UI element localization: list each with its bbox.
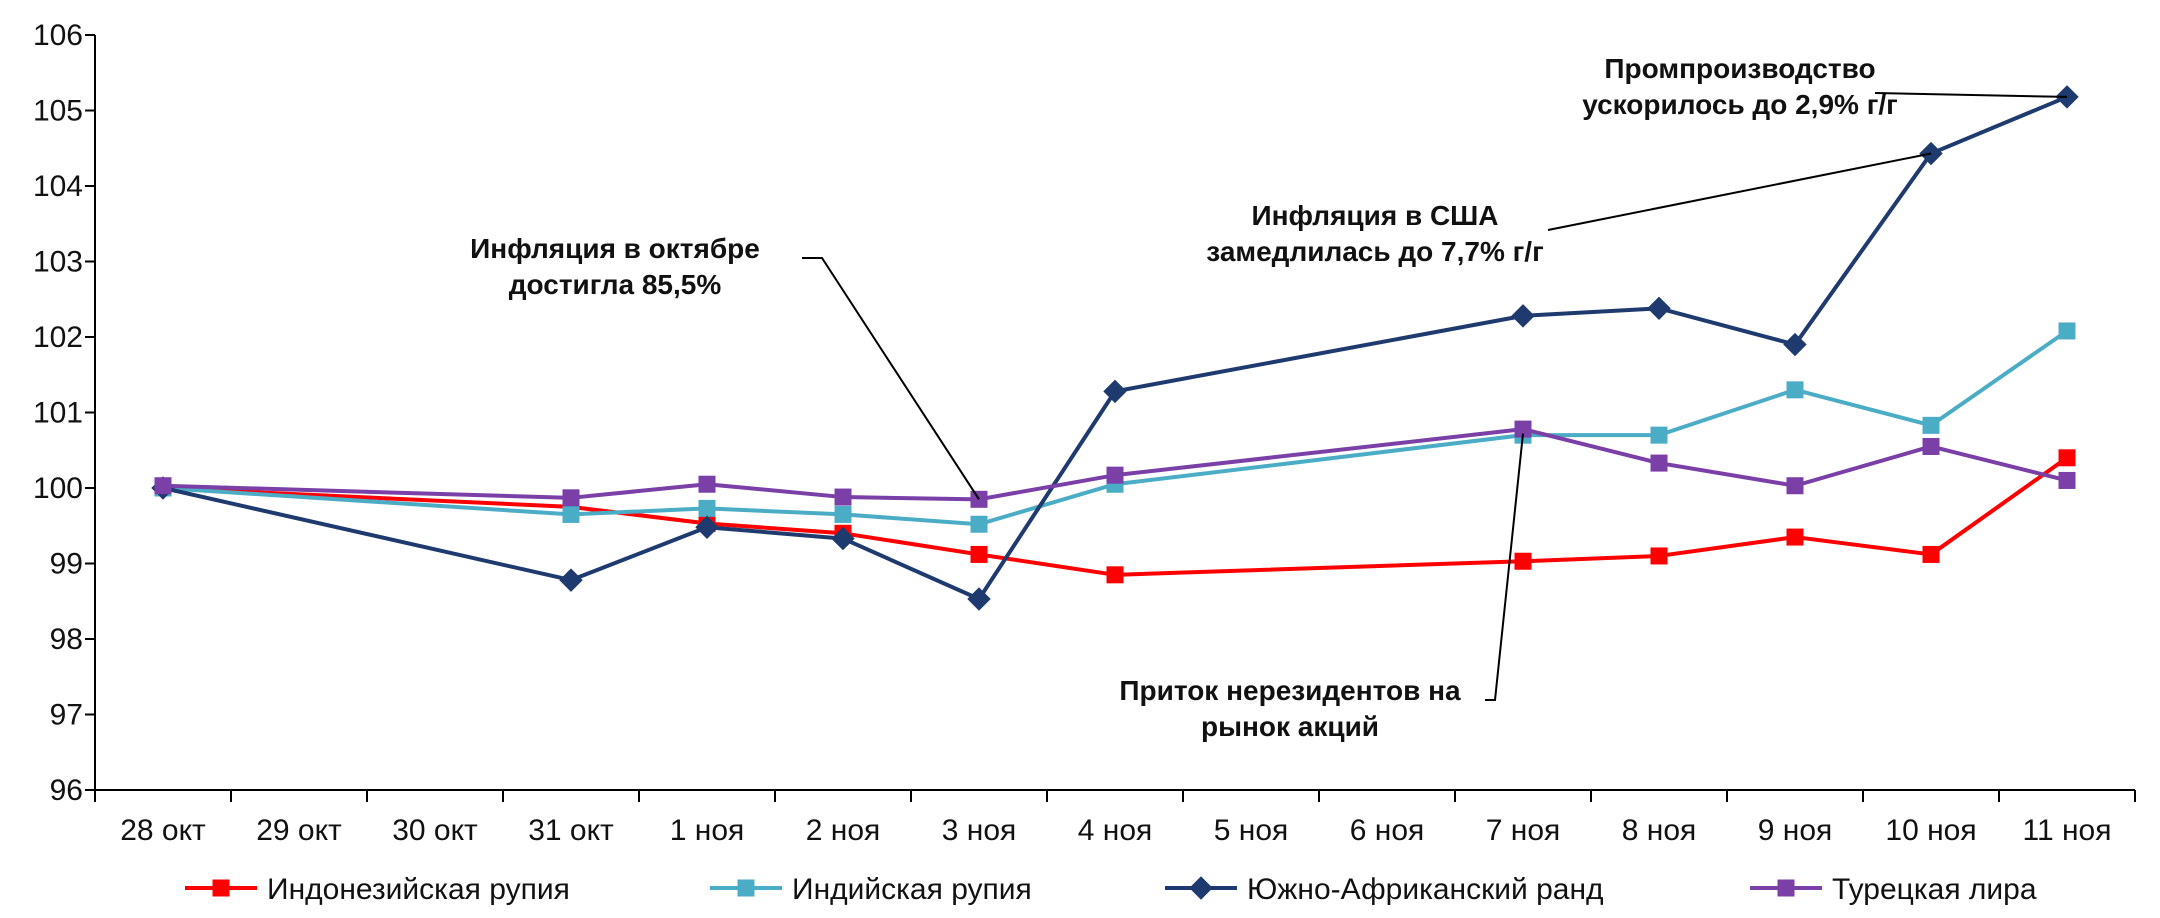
x-tick-label: 11 ноя [2023,814,2112,847]
annotation-text: рынок акций [1201,711,1379,742]
legend-item: Южно-Африканский ранд [1165,873,1604,906]
y-tick-label: 99 [50,548,83,581]
data-point [2058,471,2076,489]
legend-label: Индийская рупия [792,873,1032,906]
legend-marker [737,879,755,897]
y-tick-label: 98 [50,623,83,656]
data-point [2058,449,2076,467]
legend-item: Турецкая лира [1750,873,2037,906]
x-tick-label: 7 ноя [1486,814,1561,847]
data-point [834,505,852,523]
data-point [1514,552,1532,570]
data-point [1106,466,1124,484]
annotation: Инфляция в октябре достигла 85,5% [470,233,980,500]
y-tick-label: 96 [50,774,83,807]
annotation-leader [1485,433,1524,701]
data-point [698,499,716,517]
data-point [562,489,580,507]
annotation-leader [1874,92,2068,98]
annotation: Инфляция в США замедлилась до 7,7% г/г [1206,152,1932,267]
data-point [154,477,172,495]
data-point [1103,379,1127,404]
annotation-text: Промпроизводство [1604,53,1875,84]
y-tick-label: 104 [33,170,83,203]
annotation-leader [1547,152,1932,231]
x-tick-label: 30 окт [392,814,478,847]
annotation-text: Приток нерезидентов на [1119,675,1461,706]
x-tick-label: 10 ноя [1885,814,1976,847]
series-line [162,95,2068,601]
y-tick-label: 100 [33,472,83,505]
data-point [1650,547,1668,565]
data-point [1650,454,1668,472]
data-point [1786,528,1804,546]
legend: Индонезийская рупия Индийская рупия Южно-А… [185,873,2037,906]
legend-label: Южно-Африканский ранд [1247,873,1604,906]
legend-marker [1189,876,1213,900]
x-axis-ticks: 28 окт 29 окт 30 окт 31 окт 1 ноя 2 ноя 3 ноя 4… [94,790,2136,847]
axes [94,35,2135,791]
y-tick-label: 101 [33,397,83,430]
x-tick-label: 6 ноя [1350,814,1425,847]
legend-label: Турецкая лира [1832,873,2037,906]
x-tick-label: 9 ноя [1758,814,1833,847]
series-group [151,85,2079,611]
x-tick-label: 8 ноя [1622,814,1697,847]
y-tick-label: 103 [33,246,83,279]
x-tick-label: 2 ноя [806,814,881,847]
annotation-text: Инфляция в октябре [470,233,760,264]
data-point [1922,437,1940,455]
data-point [1922,545,1940,563]
data-point [1106,566,1124,584]
y-tick-label: 97 [50,699,83,732]
data-point [1786,477,1804,495]
legend-label: Индонезийская рупия [267,873,570,906]
data-point [562,505,580,523]
data-point [1511,304,1535,328]
data-point [1922,416,1940,434]
data-point [967,587,991,611]
annotation-text: достигла 85,5% [509,269,722,300]
data-point [698,475,716,493]
x-tick-label: 3 ноя [942,814,1017,847]
legend-item: Индийская рупия [710,873,1032,906]
y-tick-label: 106 [33,19,83,52]
annotation-text: замедлилась до 7,7% г/г [1206,236,1543,267]
legend-marker [212,879,230,897]
data-point [834,488,852,506]
data-point [1786,381,1804,399]
data-point [2058,322,2076,340]
data-point [831,526,855,551]
data-point [1650,426,1668,444]
data-point [559,568,583,592]
y-axis-ticks: 96 97 98 99 100 101 102 103 104 105 106 [33,19,95,807]
annotation: Приток нерезидентов на рынок акций [1119,433,1524,742]
x-tick-label: 29 окт [256,814,342,847]
annotation-text: Инфляция в США [1251,200,1498,231]
data-point [1647,296,1671,321]
x-tick-label: 5 ноя [1214,814,1289,847]
y-tick-label: 102 [33,321,83,354]
data-point [970,515,988,533]
annotation-leader [802,257,980,500]
y-tick-label: 105 [33,95,83,128]
x-tick-label: 28 окт [120,814,206,847]
data-point [695,515,719,539]
legend-marker [1777,879,1795,897]
annotation: Промпроизводство ускорилось до 2,9% г/г [1582,53,2068,120]
x-tick-label: 1 ноя [670,814,745,847]
data-point [1783,332,1807,357]
series-2 [154,322,2076,533]
legend-item: Индонезийская рупия [185,873,570,906]
x-tick-label: 31 окт [528,814,614,847]
series-3 [151,85,2079,611]
annotation-text: ускорилось до 2,9% г/г [1582,89,1898,120]
data-point [970,545,988,563]
series-4 [154,420,2076,508]
x-tick-label: 4 ноя [1078,814,1153,847]
